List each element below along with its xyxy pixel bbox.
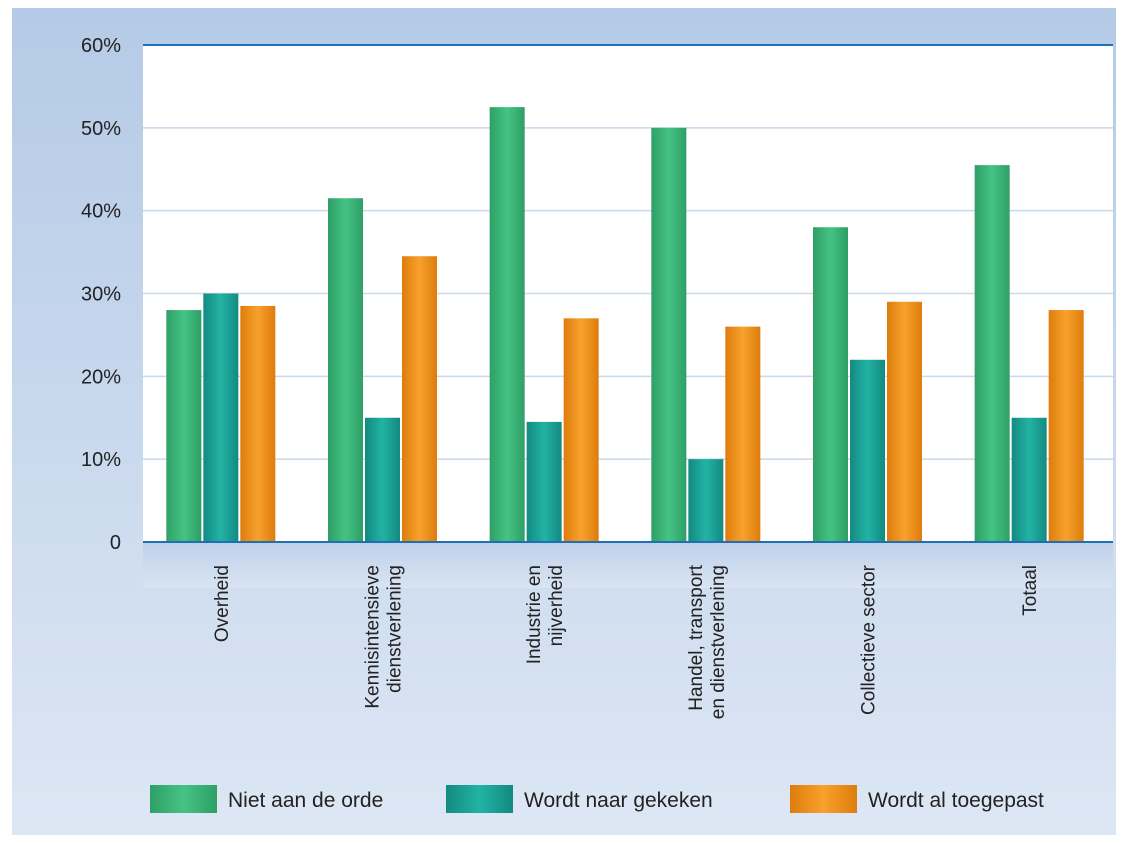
legend-label: Wordt al toegepast [868,789,1044,812]
legend-swatch [790,785,857,813]
bar [328,198,363,542]
bar [402,256,437,542]
category-label: en dienstverlening [708,565,729,719]
y-tick-label: 50% [81,118,121,140]
gridlines [143,127,1113,460]
bar [725,326,761,542]
bar [974,165,1010,542]
bar [651,127,687,542]
legend-label: Wordt naar gekeken [524,789,713,812]
legend-label: Niet aan de orde [228,789,383,812]
bar [850,359,885,542]
bar [166,310,202,542]
category-label: Handel, transport [686,564,707,710]
bar [1048,310,1084,542]
category-label: Collectieve sector [859,564,880,715]
bar [688,459,724,542]
y-tick-label: 60% [81,35,121,57]
bar [1011,417,1047,542]
bar [563,318,599,542]
y-tick-label: 30% [81,284,121,306]
legend-item: Wordt al toegepast [790,785,1044,813]
y-tick-label: 40% [81,201,121,223]
bar [365,417,400,542]
category-label: Totaal [1020,565,1041,616]
category-label-strip [143,543,1113,588]
y-tick-label: 10% [81,449,121,471]
bar [203,293,239,542]
category-label: Industrie en [524,565,545,664]
category-label: Kennisintensieve [363,565,384,709]
legend: Niet aan de orde Wordt naar gekeken Wordt … [150,785,1044,813]
x-axis-labels: Overheid Kennisintensieve dienstverlening I… [212,564,1041,719]
bar [240,305,276,542]
y-tick-label: 0 [110,532,121,554]
bar [526,421,562,542]
legend-swatch [150,785,217,813]
bars [166,107,1084,542]
legend-item: Niet aan de orde [150,785,383,813]
legend-swatch [446,785,513,813]
y-axis-ticks: 0 10% 20% 30% 40% 50% 60% [81,35,121,554]
category-label: dienstverlening [385,565,406,693]
y-tick-label: 20% [81,366,121,388]
bar [887,301,922,542]
bar [489,107,525,542]
category-label: Overheid [212,565,233,642]
legend-item: Wordt naar gekeken [446,785,713,813]
bar [813,227,848,542]
category-label: nijverheid [546,565,567,646]
